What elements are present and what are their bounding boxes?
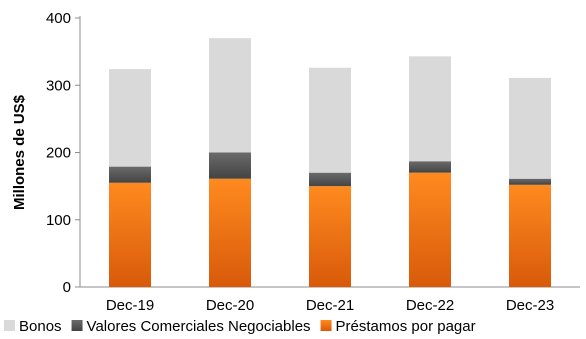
- x-tick-label: Dec-20: [206, 297, 254, 314]
- x-axis: Dec-19 Dec-20 Dec-21 Dec-22 Dec-23: [80, 286, 580, 314]
- y-tick-label: 100: [46, 212, 71, 229]
- x-tick-label: Dec-22: [406, 297, 454, 314]
- y-tick-label: 400: [46, 10, 71, 27]
- legend-swatch: [4, 320, 15, 331]
- bar-segment: [309, 67, 351, 173]
- bars: [109, 38, 551, 288]
- bar-segment: [509, 184, 551, 287]
- legend-label: Bonos: [19, 318, 62, 335]
- x-tick-label: Dec-23: [506, 297, 554, 314]
- x-tick-label: Dec-21: [306, 297, 354, 314]
- bar-segment: [209, 152, 251, 179]
- bar-segment: [409, 56, 451, 162]
- y-tick-label: 0: [63, 279, 71, 296]
- bar-segment: [509, 77, 551, 179]
- legend-label: Valores Comerciales Negociables: [87, 318, 311, 335]
- y-tick-label: 300: [46, 77, 71, 94]
- bar-segment: [209, 178, 251, 287]
- bar-segment: [309, 186, 351, 288]
- y-tick-label: 200: [46, 145, 71, 162]
- bar-segment: [209, 38, 251, 153]
- bar-segment: [509, 178, 551, 185]
- x-tick-label: Dec-19: [106, 297, 154, 314]
- legend-label: Préstamos por pagar: [336, 318, 476, 335]
- bar-segment: [109, 182, 151, 287]
- legend-swatch: [320, 320, 332, 331]
- y-axis: 0 100 200 300 400: [46, 10, 81, 296]
- legend-swatch: [71, 320, 83, 331]
- bar-segment: [409, 161, 451, 173]
- bar-segment: [109, 69, 151, 167]
- bar-segment: [309, 172, 351, 187]
- legend: Bonos Valores Comerciales Negociables Prés…: [4, 318, 476, 335]
- y-axis-title: Millones de US$: [11, 94, 28, 210]
- bar-segment: [409, 172, 451, 287]
- bar-segment: [109, 166, 151, 183]
